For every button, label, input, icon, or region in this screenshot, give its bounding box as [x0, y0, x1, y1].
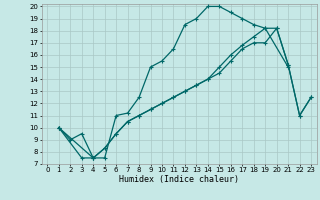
X-axis label: Humidex (Indice chaleur): Humidex (Indice chaleur)	[119, 175, 239, 184]
